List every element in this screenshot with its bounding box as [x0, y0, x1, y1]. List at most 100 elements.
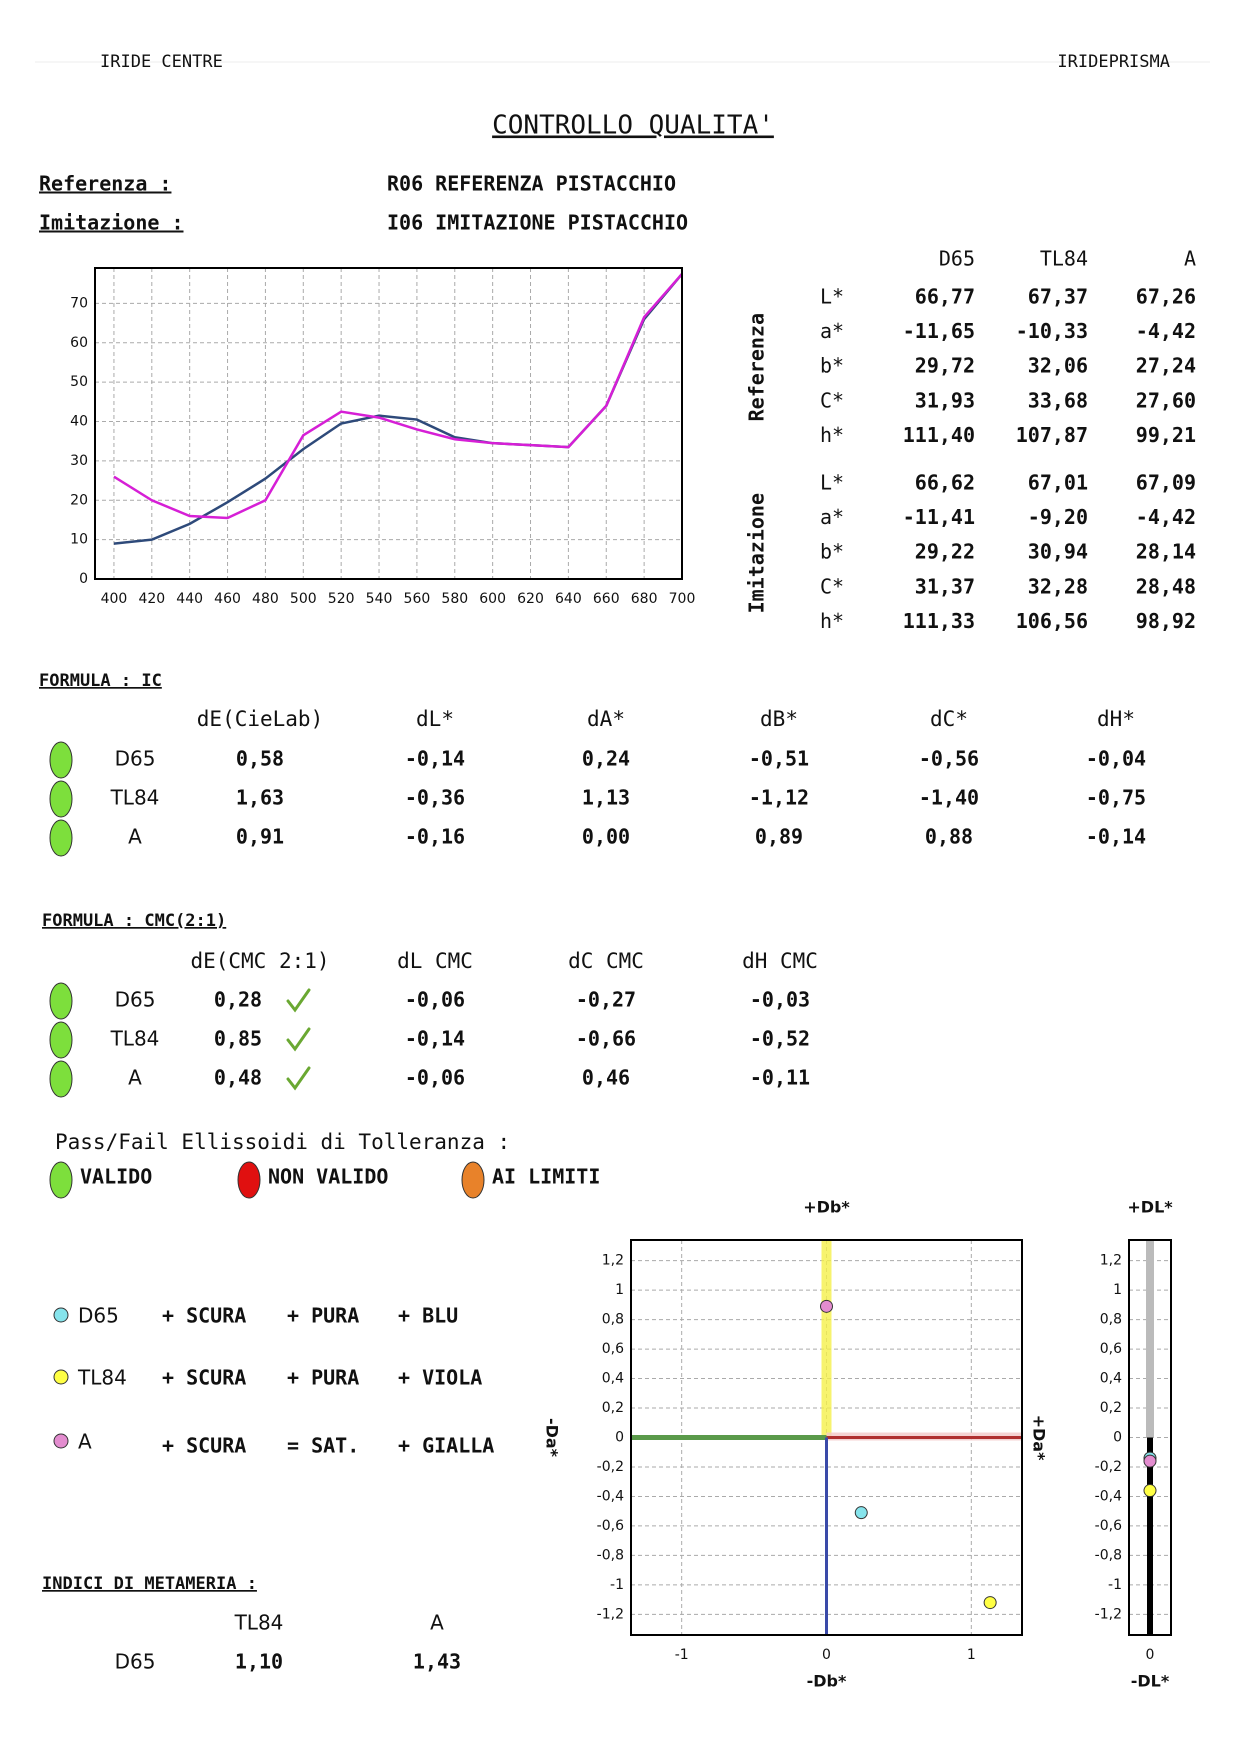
y-tick-label: -0,8 — [597, 1547, 624, 1563]
deviation-term: + SCURA — [162, 1366, 246, 1390]
data-point — [820, 1299, 833, 1313]
value-cell: 0,00 — [582, 825, 630, 849]
row-label: h* — [820, 609, 844, 633]
column-header: A — [1184, 247, 1196, 271]
data-point — [1143, 1454, 1157, 1468]
row-label: C* — [820, 388, 844, 412]
y-tick-label: 0,4 — [1100, 1371, 1122, 1387]
y-tick-label: 0 — [615, 1430, 624, 1446]
section-title: Pass/Fail Ellissoidi di Tolleranza : — [55, 1130, 510, 1154]
value-cell: 67,09 — [1136, 471, 1196, 495]
section-title: FORMULA : IC — [39, 671, 162, 691]
deviation-term: + BLU — [398, 1304, 458, 1328]
axis-label: -DL* — [1131, 1672, 1170, 1691]
deviation-swatch — [53, 1369, 69, 1385]
x-tick-label: -1 — [675, 1647, 689, 1663]
x-tick-label: 600 — [479, 591, 506, 607]
axis-label: +DL* — [1127, 1198, 1173, 1217]
y-tick-label: -0,2 — [1095, 1459, 1122, 1475]
value-cell: -0,06 — [405, 988, 465, 1012]
check-mark — [286, 1066, 311, 1091]
deviation-term: + PURA — [287, 1366, 359, 1390]
x-tick-label: 680 — [631, 591, 658, 607]
value-cell: 32,06 — [1028, 354, 1088, 378]
y-tick-label: 0,6 — [602, 1341, 624, 1357]
status-indicator — [461, 1161, 485, 1199]
axis-band — [1146, 1240, 1154, 1438]
check-mark — [286, 1027, 311, 1052]
y-tick-label: -0,6 — [597, 1518, 624, 1534]
value-cell: 0,88 — [925, 825, 973, 849]
y-tick-label: 50 — [70, 374, 88, 390]
value-cell: -0,03 — [750, 988, 810, 1012]
y-tick-label: 0,8 — [1100, 1312, 1122, 1328]
x-tick-label: 460 — [214, 591, 241, 607]
value-cell: 66,62 — [915, 471, 975, 495]
sample-name: I06 IMITAZIONE PISTACCHIO — [387, 211, 688, 235]
column-header: D65 — [939, 247, 975, 271]
axis-band — [1147, 1437, 1153, 1635]
status-indicator — [49, 1161, 73, 1199]
status-indicator — [49, 982, 73, 1020]
y-tick-label: -1 — [1108, 1577, 1122, 1593]
column-header: dB* — [760, 707, 798, 731]
value-cell: 1,10 — [235, 1650, 283, 1674]
data-point — [1143, 1484, 1157, 1498]
value-cell: -0,51 — [749, 747, 809, 771]
illuminant: A — [78, 1430, 92, 1454]
value-cell: -0,75 — [1086, 786, 1146, 810]
x-tick-label: 480 — [252, 591, 279, 607]
axis-label: +Db* — [803, 1198, 850, 1217]
axis-label: -Db* — [807, 1672, 847, 1691]
status-indicator — [49, 1060, 73, 1098]
y-tick-label: 20 — [70, 492, 88, 508]
y-tick-label: 1 — [1113, 1282, 1122, 1298]
x-tick-label: 560 — [404, 591, 431, 607]
column-header: dL CMC — [397, 949, 473, 973]
row-label: L* — [820, 471, 844, 495]
status-indicator — [49, 780, 73, 818]
illuminant: TL84 — [77, 1366, 127, 1390]
y-tick-label: -0,6 — [1095, 1518, 1122, 1534]
y-tick-label: -0,4 — [597, 1488, 624, 1504]
value-cell: 107,87 — [1016, 423, 1088, 447]
value-cell: 111,33 — [903, 609, 975, 633]
value-cell: -0,52 — [750, 1027, 810, 1051]
value-cell: 27,60 — [1136, 388, 1196, 412]
group-label: Referenza — [745, 313, 769, 421]
row-label: b* — [820, 354, 844, 378]
x-tick-label: 1 — [967, 1647, 976, 1663]
column-header: dL* — [416, 707, 454, 731]
deviation-term: = SAT. — [287, 1434, 359, 1458]
value-cell: -11,41 — [903, 505, 975, 529]
column-header: dH CMC — [742, 949, 818, 973]
illuminant: D65 — [115, 988, 156, 1012]
x-tick-label: 580 — [441, 591, 468, 607]
illuminant: D65 — [115, 747, 156, 771]
value-cell: 67,26 — [1136, 285, 1196, 309]
status-indicator — [237, 1161, 261, 1199]
value-cell: 30,94 — [1028, 540, 1088, 564]
deviation-term: + SCURA — [162, 1304, 246, 1328]
value-cell: -4,42 — [1136, 319, 1196, 343]
plot-frame — [1128, 1239, 1172, 1636]
value-cell: 1,63 — [236, 786, 284, 810]
value-cell: 0,89 — [755, 825, 803, 849]
y-tick-label: 0 — [79, 571, 88, 587]
illuminant: D65 — [78, 1304, 119, 1328]
y-tick-label: -1,2 — [1095, 1606, 1122, 1622]
section-title: FORMULA : CMC(2:1) — [42, 911, 226, 931]
y-tick-label: -1,2 — [597, 1606, 624, 1622]
status-indicator — [49, 1021, 73, 1059]
value-cell: 0,85 — [214, 1027, 262, 1051]
spectral-curve — [113, 273, 683, 520]
value-cell: -0,04 — [1086, 747, 1146, 771]
y-tick-label: 0,8 — [602, 1312, 624, 1328]
value-cell: 99,21 — [1136, 423, 1196, 447]
value-cell: -0,16 — [405, 825, 465, 849]
y-tick-label: 60 — [70, 335, 88, 351]
illuminant: A — [128, 825, 142, 849]
row-label: a* — [820, 319, 844, 343]
value-cell: -9,20 — [1028, 505, 1088, 529]
value-cell: 28,14 — [1136, 540, 1196, 564]
